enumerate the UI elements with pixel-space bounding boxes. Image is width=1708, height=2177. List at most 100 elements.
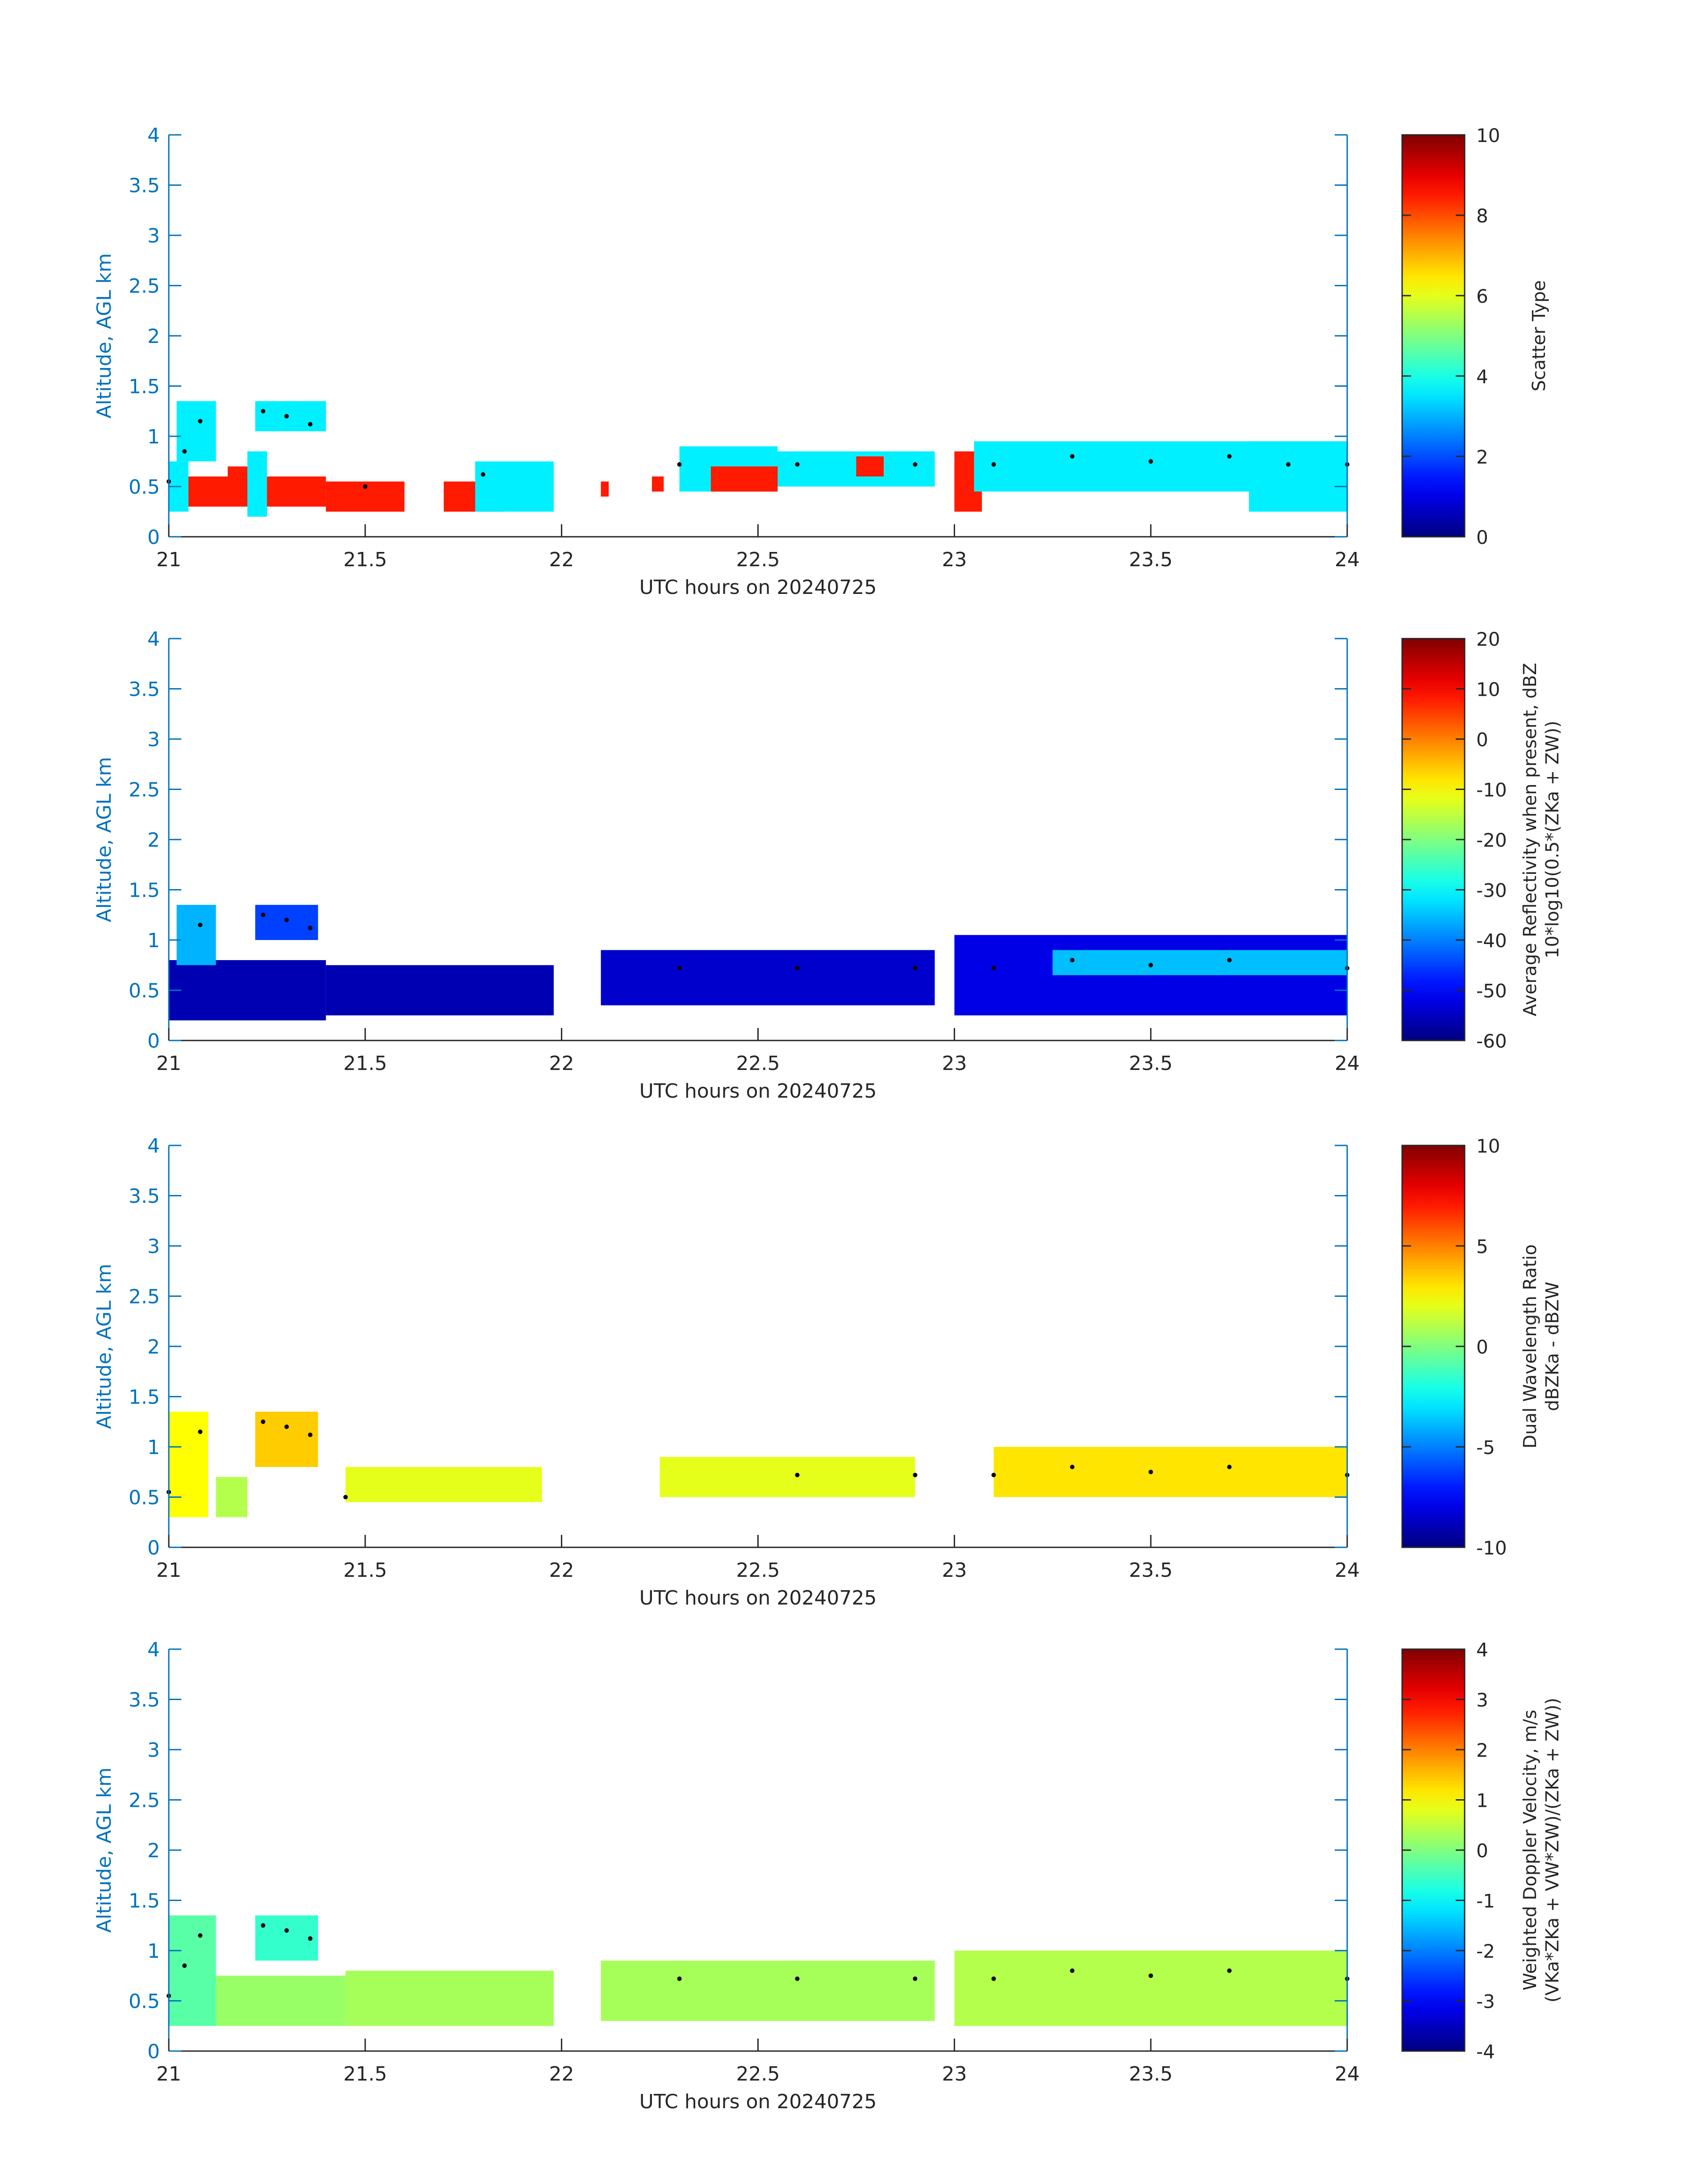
y-tick-label: 4	[147, 1135, 160, 1157]
y-tick-label: 3.5	[129, 175, 160, 197]
x-axis-label: UTC hours on 20240725	[639, 1080, 877, 1103]
cloud-top-marker	[991, 462, 996, 467]
colorbar-label-part: - dBZ	[1542, 1300, 1563, 1353]
y-tick-label: 4	[147, 1638, 160, 1661]
cloud-top-marker	[795, 462, 800, 467]
cloud-top-marker	[198, 923, 203, 928]
colorbar-tick-label: 3	[1476, 1689, 1488, 1711]
colorbar-label-part: W	[1542, 1822, 1563, 1840]
colorbar-label-part: Ka	[1542, 1353, 1563, 1375]
colorbar-label-part: *Z	[1542, 1840, 1563, 1861]
cloud-top-marker	[1148, 459, 1153, 464]
cloud-top-marker	[1227, 1465, 1232, 1469]
cloud-top-marker	[284, 1425, 289, 1429]
cloud-top-marker	[363, 484, 367, 489]
cloud-top-marker	[284, 1928, 289, 1933]
y-tick-label: 2	[147, 829, 160, 852]
colorbar-label-line1: Average Reflectivity when present, dBZ	[1520, 663, 1541, 1016]
colorbar-tick-label: 4	[1476, 1639, 1488, 1661]
colorbar-label-part: + Z	[1542, 752, 1563, 791]
y-tick-label: 0	[147, 526, 160, 549]
x-axis-label: UTC hours on 20240725	[639, 1587, 877, 1609]
colorbar-label-line2: (VKa*ZKa + VW*ZW)/(ZKa + ZW))	[1542, 1698, 1563, 2003]
colorbar-tick-label: -2	[1476, 1940, 1495, 1962]
y-tick-label: 1	[147, 426, 160, 448]
heatmap-cell	[856, 456, 884, 476]
y-tick-label: 1	[147, 1436, 160, 1459]
x-tick-label: 22.5	[736, 2063, 780, 2085]
cloud-top-marker	[182, 449, 187, 454]
y-tick-label: 2.5	[129, 275, 160, 298]
cloud-top-marker	[1070, 1465, 1075, 1469]
heatmap-cell	[227, 466, 247, 497]
y-tick-label: 0	[147, 1030, 160, 1053]
x-tick-label: 21	[156, 1052, 181, 1075]
colorbar-label-part: Ka	[1542, 1961, 1563, 1983]
heatmap-cell	[169, 960, 326, 1020]
x-tick-label: 23.5	[1129, 2063, 1173, 2085]
y-tick-label: 1.5	[129, 879, 160, 902]
y-tick-label: 3.5	[129, 678, 160, 701]
cloud-top-marker	[1148, 1470, 1153, 1475]
cloud-top-marker	[308, 1433, 313, 1437]
x-tick-label: 23.5	[1129, 548, 1173, 571]
x-axis-label: UTC hours on 20240725	[639, 2090, 877, 2113]
colorbar-tick-label: -1	[1476, 1890, 1495, 1912]
colorbar-label-part: )/(Z	[1542, 1790, 1563, 1822]
colorbar	[1401, 134, 1466, 538]
colorbar-tick-label: 8	[1476, 205, 1488, 227]
cloud-top-marker	[1148, 963, 1153, 968]
y-tick-label: 0.5	[129, 1990, 160, 2013]
cloud-top-marker	[913, 462, 918, 467]
colorbar-label-part: Ka	[1542, 1918, 1563, 1940]
cloud-top-marker	[198, 419, 203, 424]
x-tick-label: 24	[1335, 1052, 1360, 1075]
colorbar-tick-label: -10	[1476, 779, 1507, 801]
x-tick-label: 21	[156, 2063, 181, 2085]
colorbar-tick-label: 6	[1476, 285, 1488, 307]
y-tick-label: 4	[147, 628, 160, 651]
colorbar-label-part: + V	[1542, 1879, 1563, 1918]
cloud-top-marker	[913, 1473, 918, 1477]
cloud-top-marker	[795, 1473, 800, 1477]
x-tick-label: 24	[1335, 1559, 1360, 1582]
colorbar-tick-label: 4	[1476, 366, 1488, 388]
x-tick-label: 21.5	[343, 548, 387, 571]
y-axis-label: Altitude, AGL km	[93, 1264, 116, 1429]
colorbar	[1401, 1648, 1466, 2052]
y-axis-label: Altitude, AGL km	[93, 757, 116, 922]
colorbar-tick-label: -4	[1476, 2041, 1495, 2063]
x-tick-label: 21	[156, 1559, 181, 1582]
y-tick-label: 2.5	[129, 1286, 160, 1308]
y-tick-label: 1	[147, 929, 160, 952]
heatmap-cell	[601, 950, 935, 1006]
heatmap-cell	[651, 476, 664, 492]
heatmap-cell	[169, 1412, 208, 1517]
y-tick-label: 3	[147, 728, 160, 751]
cloud-top-marker	[677, 966, 682, 970]
colorbar-tick-label: 2	[1476, 446, 1488, 468]
cloud-top-marker	[308, 926, 313, 930]
colorbar-label-part: W	[1542, 1861, 1563, 1879]
x-tick-label: 21.5	[343, 1052, 387, 1075]
heatmap-cell	[601, 1960, 935, 2021]
y-tick-label: 0	[147, 2040, 160, 2063]
x-tick-label: 21.5	[343, 2063, 387, 2085]
x-tick-label: 22.5	[736, 1559, 780, 1582]
y-tick-label: 2.5	[129, 1789, 160, 1812]
colorbar-label-part: ))	[1542, 721, 1563, 735]
heatmap-cell	[345, 1467, 542, 1502]
heatmap-cell	[255, 401, 326, 431]
y-tick-label: 3	[147, 1739, 160, 1762]
cloud-top-marker	[261, 409, 266, 414]
y-tick-label: 0.5	[129, 476, 160, 499]
colorbar-tick-label: -5	[1476, 1437, 1495, 1458]
y-tick-label: 1.5	[129, 376, 160, 398]
colorbar-label-part: W	[1542, 1282, 1563, 1300]
cloud-top-marker	[1286, 462, 1291, 467]
x-tick-label: 23	[942, 1052, 967, 1075]
cloud-top-marker	[795, 1976, 800, 1981]
cloud-top-marker	[480, 472, 485, 477]
colorbar-tick-label: 10	[1476, 679, 1500, 701]
cloud-top-marker	[1070, 958, 1075, 962]
